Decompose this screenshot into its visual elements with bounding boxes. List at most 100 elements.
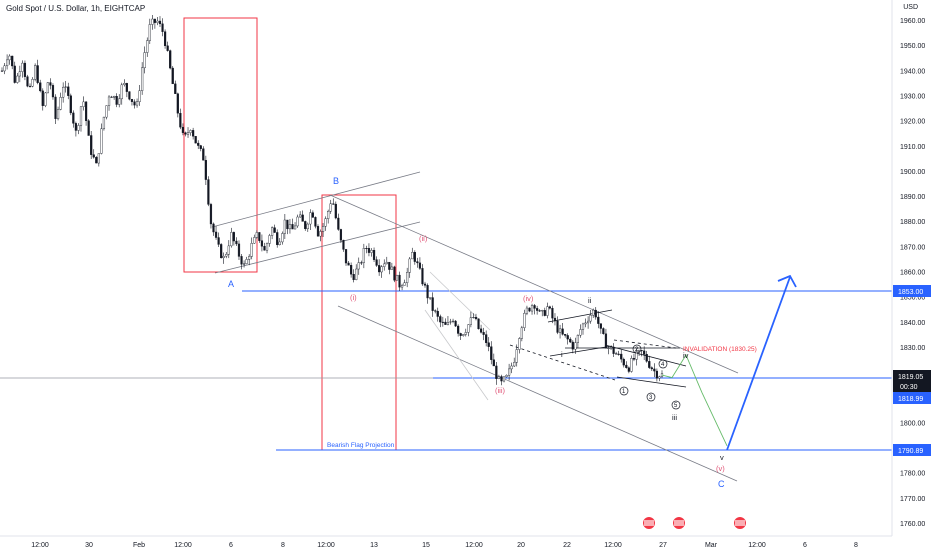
candle (288, 219, 292, 234)
candle (579, 324, 582, 338)
candle (569, 337, 572, 344)
projection-path[interactable] (661, 353, 728, 446)
candle (293, 222, 297, 230)
candle (406, 267, 409, 288)
candle (92, 149, 95, 159)
candle (635, 348, 638, 366)
candle (528, 307, 531, 313)
candle (306, 222, 309, 232)
candle (148, 18, 151, 45)
candle (235, 237, 238, 247)
candle (36, 59, 39, 85)
candle (255, 230, 258, 239)
svg-text:4: 4 (661, 362, 665, 368)
channels[interactable] (211, 171, 739, 482)
candle (398, 271, 401, 291)
svg-text:1853.00: 1853.00 (898, 289, 923, 296)
candle (273, 224, 276, 234)
candle (227, 240, 230, 259)
candle (385, 256, 388, 265)
candle (156, 16, 159, 26)
candle (640, 349, 643, 357)
svg-text:2: 2 (635, 347, 639, 353)
candle (240, 253, 243, 270)
candle (421, 264, 424, 286)
impulse-box[interactable] (183, 17, 258, 273)
x-tick-label: 12:00 (465, 542, 483, 549)
bearish-flag-label: Bearish Flag Projection (327, 442, 395, 449)
candle (388, 261, 391, 275)
candle (495, 361, 498, 385)
candle (153, 18, 156, 29)
candle (84, 101, 88, 126)
candle (197, 140, 200, 150)
candle (449, 318, 452, 325)
candle (54, 94, 57, 125)
x-tick-label: 20 (517, 542, 525, 549)
candle (612, 343, 615, 358)
candle (248, 254, 251, 266)
candle (395, 274, 399, 281)
candle (502, 376, 506, 383)
candle (184, 131, 187, 137)
candle (594, 307, 597, 320)
candle (515, 344, 518, 367)
candles[interactable] (0, 15, 664, 386)
wave-a-label: A (228, 279, 234, 289)
svg-text:00:30: 00:30 (900, 384, 918, 391)
candle (21, 60, 24, 78)
candle (541, 309, 544, 317)
candle (367, 243, 371, 257)
candle (375, 256, 378, 267)
svg-text:3: 3 (649, 395, 653, 401)
candle (128, 91, 131, 101)
candle (426, 283, 429, 304)
time-axis[interactable]: 12:00 30 Feb 12:00 6 8 12:00 13 15 12:00 20 22 12:00… (31, 542, 858, 549)
wave-i-paren: (i) (350, 293, 357, 302)
wave-i: i (561, 350, 563, 359)
candle (584, 318, 587, 328)
candle (225, 251, 228, 259)
sub-wave-1: 1 (619, 386, 629, 396)
candle (97, 153, 100, 167)
projection-arrow[interactable] (726, 274, 797, 451)
sub-wave-4: 4 (658, 359, 668, 369)
candle (242, 260, 246, 268)
candle (174, 80, 177, 94)
candle (26, 74, 29, 88)
candle (538, 309, 541, 312)
candle (49, 78, 52, 90)
x-tick-label: Mar (705, 542, 718, 549)
candle (523, 309, 526, 332)
x-tick-label: 12:00 (748, 542, 766, 549)
candle (655, 368, 659, 382)
currency-label: USD (903, 4, 918, 11)
event-flags[interactable] (643, 517, 746, 529)
candle (355, 264, 358, 281)
candle (253, 234, 256, 244)
x-tick-label: 15 (422, 542, 430, 549)
candle (56, 106, 60, 121)
x-tick-label: 12:00 (174, 542, 192, 549)
price-axis[interactable]: 1960.00 1950.00 1940.00 1930.00 1920.00 1910.… (900, 18, 925, 528)
candle (125, 82, 128, 98)
candle (457, 324, 460, 337)
x-tick-label: 6 (803, 542, 807, 549)
candle (556, 316, 559, 335)
candle (301, 210, 304, 222)
invalidation-label: INVALIDATION (1830.25) (683, 346, 757, 353)
candle (77, 123, 80, 135)
candle (589, 309, 592, 324)
bearish-flag-box[interactable] (321, 194, 397, 451)
y-tick-label: 1890.00 (900, 194, 925, 201)
y-tick-label: 1930.00 (900, 94, 925, 101)
candle (492, 353, 495, 367)
candle (592, 308, 595, 318)
candle (429, 297, 432, 300)
candle (230, 227, 233, 248)
candle (485, 330, 488, 347)
wave-iv-paren: (iv) (523, 294, 534, 303)
candle (551, 305, 554, 324)
candle (602, 327, 605, 335)
